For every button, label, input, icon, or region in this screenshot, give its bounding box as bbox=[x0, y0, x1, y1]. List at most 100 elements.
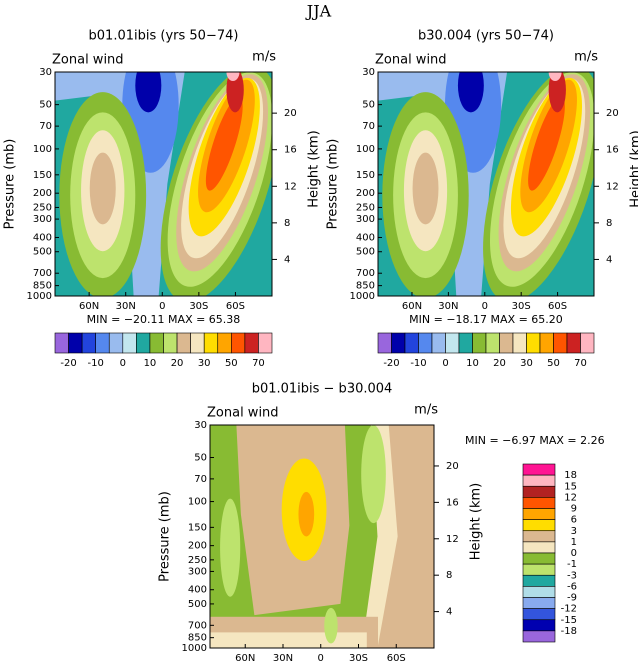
y-tick-label: 700 bbox=[33, 268, 52, 279]
y-tick-label: 50 bbox=[194, 452, 207, 463]
contour bbox=[548, 72, 566, 113]
colorbar-box bbox=[458, 332, 473, 354]
y-tick-label: 250 bbox=[33, 202, 52, 213]
y-axis-label: Pressure (mb) bbox=[326, 139, 341, 230]
colorbar-box bbox=[522, 497, 556, 509]
colorbar-box bbox=[522, 586, 556, 598]
colorbar-box bbox=[203, 332, 219, 354]
y2-tick-label: 4 bbox=[606, 254, 612, 265]
colorbar-box bbox=[391, 332, 406, 354]
x-tick-label: 60N bbox=[235, 653, 255, 664]
y2-tick-label: 20 bbox=[446, 461, 459, 472]
y2-tick-label: 20 bbox=[284, 108, 297, 119]
contour bbox=[220, 498, 241, 597]
colorbar-box bbox=[377, 332, 392, 354]
colorbar-label: -12 bbox=[561, 604, 577, 615]
colorbar-box bbox=[418, 332, 433, 354]
colorbar-box bbox=[522, 474, 556, 487]
colorbar-box bbox=[445, 332, 460, 354]
right-text: m/s bbox=[574, 50, 598, 65]
colorbar-label: 3 bbox=[571, 526, 577, 537]
colorbar-label: 30 bbox=[520, 358, 533, 369]
y-tick-label: 50 bbox=[362, 100, 375, 111]
y-tick-label: 200 bbox=[356, 188, 375, 199]
contour-fill bbox=[55, 72, 272, 296]
colorbar-box bbox=[522, 485, 556, 498]
left-text: Zonal wind bbox=[207, 406, 279, 421]
y-tick-label: 700 bbox=[188, 620, 207, 631]
y-tick-label: 850 bbox=[356, 281, 375, 292]
colorbar-label: 15 bbox=[564, 481, 577, 492]
colorbar-label: -10 bbox=[88, 358, 104, 369]
contour bbox=[548, 72, 562, 81]
colorbar-box bbox=[163, 332, 178, 354]
contour bbox=[226, 72, 240, 81]
x-tick-label: 0 bbox=[159, 301, 165, 312]
y-tick-label: 100 bbox=[356, 144, 375, 155]
colorbar-box bbox=[522, 463, 556, 476]
colorbar-label: 1 bbox=[571, 537, 577, 548]
y-tick-label: 400 bbox=[356, 232, 375, 243]
y-tick-label: 400 bbox=[33, 232, 52, 243]
y2-tick-label: 12 bbox=[284, 181, 297, 192]
colorbar-label: 70 bbox=[574, 358, 587, 369]
panel-title: b01.01ibis (yrs 50−74) bbox=[89, 29, 239, 44]
y-tick-label: 50 bbox=[39, 100, 52, 111]
right-text: m/s bbox=[414, 403, 438, 418]
stats: MIN = −20.11 MAX = 65.38 bbox=[87, 313, 241, 326]
colorbar-box bbox=[95, 332, 110, 354]
colorbar-box bbox=[512, 332, 527, 354]
colorbar-box bbox=[176, 332, 191, 354]
colorbar-box bbox=[553, 332, 568, 354]
colorbar-label: -3 bbox=[567, 570, 577, 581]
colorbar-box bbox=[108, 332, 124, 354]
contour bbox=[457, 72, 484, 113]
colorbar-label: -6 bbox=[567, 581, 577, 592]
colorbar-label: 20 bbox=[171, 358, 184, 369]
colorbar-box bbox=[566, 332, 581, 354]
colorbar-box bbox=[522, 563, 556, 576]
contour bbox=[210, 632, 367, 648]
colorbar-box bbox=[431, 332, 446, 354]
left-text: Zonal wind bbox=[375, 53, 447, 68]
colorbar-box bbox=[539, 332, 554, 354]
x-tick-label: 30S bbox=[189, 301, 208, 312]
colorbar-box bbox=[499, 332, 514, 354]
colorbar-box bbox=[68, 332, 83, 354]
y2-tick-label: 8 bbox=[284, 218, 290, 229]
y-tick-label: 300 bbox=[356, 214, 375, 225]
colorbar-box bbox=[580, 332, 595, 354]
y-tick-label: 150 bbox=[33, 170, 52, 181]
figure-title: JJA bbox=[305, 2, 332, 21]
left-text: Zonal wind bbox=[52, 53, 124, 68]
y-tick-label: 250 bbox=[356, 202, 375, 213]
colorbar-box bbox=[522, 574, 556, 587]
contour bbox=[226, 72, 244, 113]
y-tick-label: 850 bbox=[188, 633, 207, 644]
y2-tick-label: 8 bbox=[606, 218, 612, 229]
x-tick-label: 0 bbox=[318, 653, 324, 664]
contour-fill bbox=[378, 72, 594, 296]
colorbar-label: -15 bbox=[561, 615, 577, 626]
colorbar-label: 70 bbox=[252, 358, 265, 369]
colorbar-box bbox=[472, 332, 487, 354]
contour bbox=[361, 425, 386, 524]
y2-tick-label: 16 bbox=[446, 497, 459, 508]
colorbar-box bbox=[485, 332, 500, 354]
x-tick-label: 60S bbox=[226, 301, 245, 312]
y-tick-label: 500 bbox=[33, 247, 52, 258]
contour bbox=[135, 72, 162, 113]
x-tick-label: 60S bbox=[387, 653, 406, 664]
colorbar-box bbox=[522, 541, 556, 554]
colorbar-label: -9 bbox=[567, 593, 577, 604]
y-tick-label: 150 bbox=[188, 522, 207, 533]
colorbar-label: 50 bbox=[547, 358, 560, 369]
contour bbox=[412, 152, 439, 225]
y-tick-label: 1000 bbox=[27, 291, 52, 302]
colorbar-box bbox=[136, 332, 151, 354]
colorbar-box bbox=[244, 332, 259, 354]
y-tick-label: 1000 bbox=[350, 291, 375, 302]
right-text: m/s bbox=[252, 50, 276, 65]
y-tick-label: 200 bbox=[188, 541, 207, 552]
